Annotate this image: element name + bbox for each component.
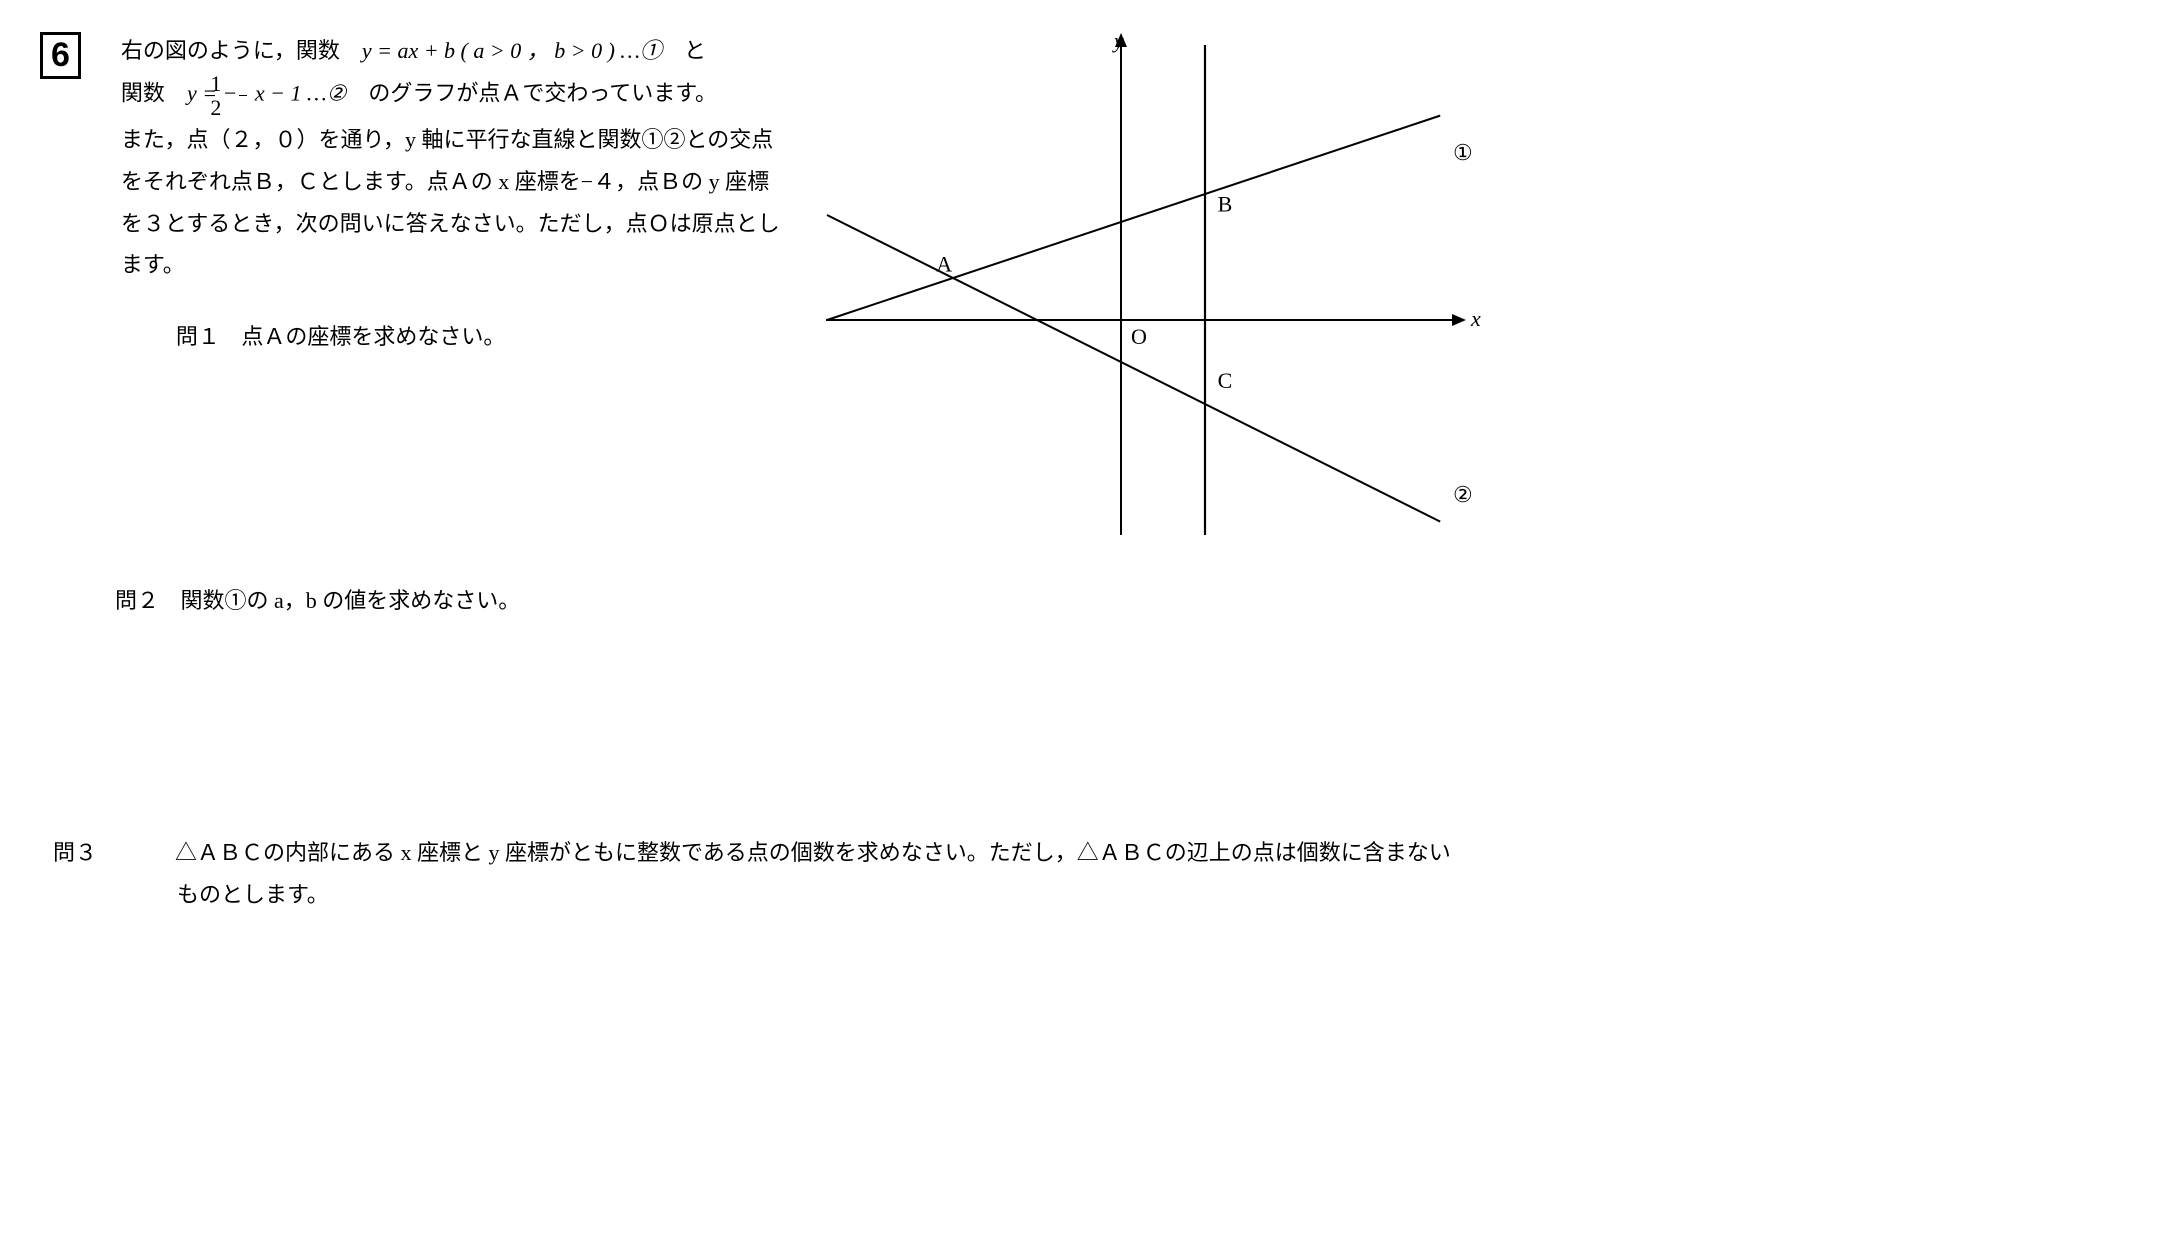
q1-text: 点Ａの座標を求めなさい。 (241, 324, 505, 349)
graph-column: ① ② A B C Ox y (821, 30, 1481, 550)
svg-text:A: A (936, 252, 952, 277)
svg-text:②: ② (1453, 482, 1473, 507)
q2-label: 問２ (115, 580, 175, 622)
q3-text-2: ものとします。 (177, 874, 2118, 916)
frac-num: 1 (239, 72, 247, 96)
problem-intro: 右の図のように，関数 y = ax + b ( a > 0 ， b > 0 ) … (176, 30, 801, 286)
intro-eq1: y = ax + b ( a > 0 ， b > 0 ) …① (362, 38, 662, 63)
svg-text:x: x (1470, 306, 1481, 331)
sub-question-1: 問１ 点Ａの座標を求めなさい。 (176, 316, 801, 358)
intro-line-6: ます。 (176, 244, 801, 286)
svg-text:C: C (1218, 368, 1233, 393)
intro-line-3: また，点（２，０）を通り，y 軸に平行な直線と関数①②との交点 (176, 119, 801, 161)
intro-2a: 関数 (121, 80, 187, 105)
intro-line-1: 右の図のように，関数 y = ax + b ( a > 0 ， b > 0 ) … (176, 30, 801, 72)
svg-text:B: B (1218, 192, 1233, 217)
frac-den: 2 (239, 96, 247, 119)
q2-text: 関数①の a，b の値を求めなさい。 (181, 588, 521, 613)
problem-number-box: 6 (40, 32, 81, 79)
sub-question-2: 問２ 関数①の a，b の値を求めなさい。 (115, 580, 2118, 622)
left-column: 右の図のように，関数 y = ax + b ( a > 0 ， b > 0 ) … (101, 30, 801, 358)
intro-1b: と (662, 38, 706, 63)
svg-text:O: O (1131, 324, 1147, 349)
problem-row: 6 右の図のように，関数 y = ax + b ( a > 0 ， b > 0 … (40, 30, 2118, 550)
svg-text:y: y (1112, 30, 1124, 53)
fraction-half: 12 (239, 72, 247, 119)
sub-question-3: 問３△ＡＢＣの内部にある x 座標と y 座標がともに整数である点の個数を求めな… (115, 832, 2118, 916)
q3-label: 問３ (115, 832, 175, 874)
intro-eq2-post: x − 1 …② (249, 80, 346, 105)
problem-number: 6 (51, 36, 70, 74)
intro-1a: 右の図のように，関数 (121, 38, 362, 63)
intro-line-5: を３とするとき，次の問いに答えなさい。ただし，点Ｏは原点とし (176, 203, 801, 245)
svg-text:①: ① (1453, 140, 1473, 165)
intro-2b: のグラフが点Ａで交わっています。 (346, 80, 717, 105)
q3-text-1: △ＡＢＣの内部にある x 座標と y 座標がともに整数である点の個数を求めなさい… (175, 840, 1451, 865)
intro-line-2: 関数 y = −12 x − 1 …② のグラフが点Ａで交わっています。 (176, 72, 801, 119)
coordinate-graph: ① ② A B C Ox y (821, 30, 1481, 550)
intro-line-4: をそれぞれ点Ｂ，Ｃとします。点Ａの x 座標を−４，点Ｂの y 座標 (176, 161, 801, 203)
q1-label: 問１ (176, 316, 236, 358)
